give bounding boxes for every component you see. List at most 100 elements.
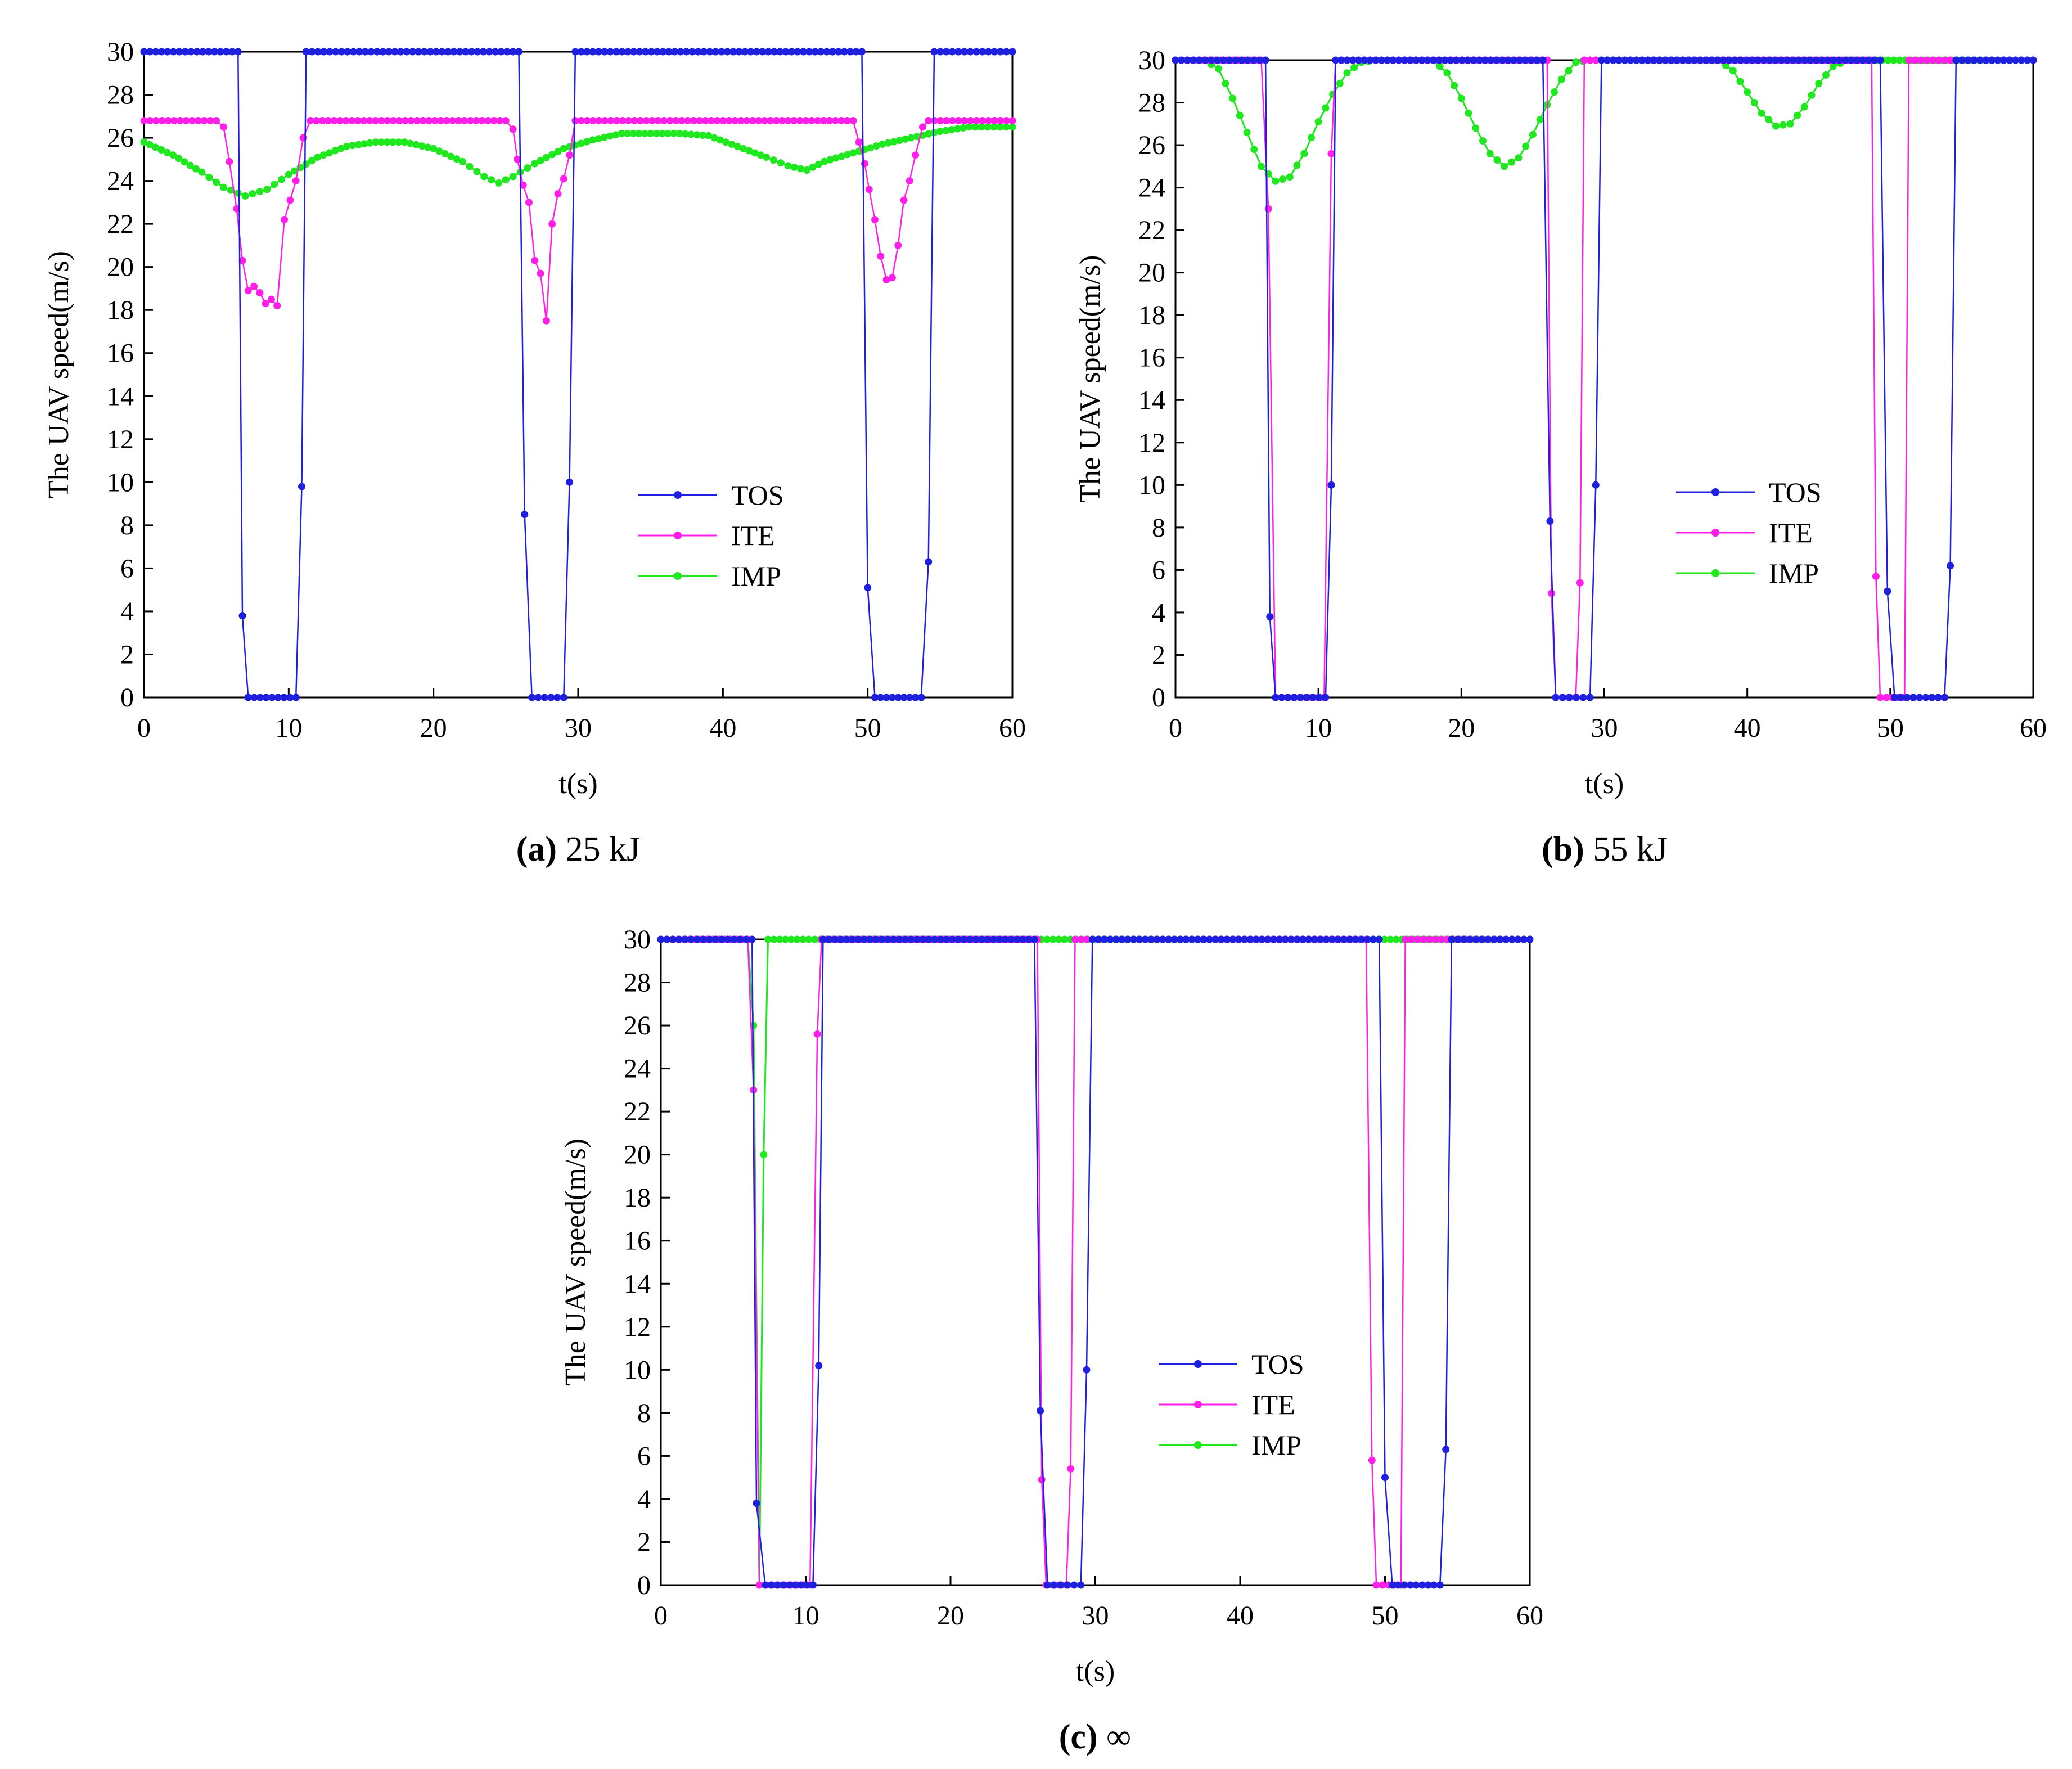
data-point <box>337 145 345 152</box>
data-point <box>1656 56 1664 64</box>
x-tick-label: 30 <box>565 713 592 743</box>
y-axis-label: The UAV speed(m/s) <box>43 251 75 498</box>
data-point <box>1911 56 1918 64</box>
data-point <box>1237 56 1245 64</box>
data-point <box>882 276 890 284</box>
data-point <box>948 126 956 133</box>
data-point <box>979 117 987 124</box>
data-point <box>1830 56 1837 64</box>
data-point <box>791 1581 799 1589</box>
data-point <box>630 48 638 56</box>
data-point <box>281 216 289 223</box>
data-point <box>217 48 224 56</box>
data-point <box>1332 56 1340 64</box>
data-point <box>206 117 214 124</box>
data-point <box>984 117 992 124</box>
data-point <box>805 935 813 943</box>
data-point <box>1864 56 1872 64</box>
data-point <box>706 935 713 943</box>
data-point <box>906 177 913 185</box>
data-point <box>1070 1581 1078 1589</box>
data-point <box>601 48 609 56</box>
data-point <box>718 48 726 56</box>
data-point <box>731 117 739 124</box>
data-point <box>566 151 574 159</box>
data-point <box>540 694 548 701</box>
data-point <box>990 48 998 56</box>
data-point <box>1340 935 1348 943</box>
y-tick-label: 12 <box>107 425 134 454</box>
data-point <box>1815 80 1823 87</box>
data-point <box>583 48 591 56</box>
x-tick-label: 10 <box>1305 713 1332 743</box>
data-point <box>1044 1581 1051 1589</box>
data-point <box>377 138 385 146</box>
data-point <box>458 157 466 165</box>
data-point <box>372 117 380 124</box>
data-point <box>1264 205 1272 213</box>
data-point <box>776 48 784 56</box>
data-point <box>1124 935 1132 943</box>
data-point <box>1057 1581 1065 1589</box>
data-point <box>1106 935 1114 943</box>
data-point <box>1176 935 1184 943</box>
data-point <box>826 156 834 164</box>
data-point <box>187 48 195 56</box>
series-tos <box>657 935 1534 1589</box>
legend-marker-ite <box>1711 529 1719 537</box>
legend-marker-imp <box>674 572 682 580</box>
data-point <box>349 48 357 56</box>
data-point <box>1311 935 1319 943</box>
data-point <box>589 117 597 124</box>
data-point <box>1262 56 1269 64</box>
data-point <box>1679 56 1687 64</box>
data-point <box>1586 694 1594 701</box>
series-line-ite <box>144 120 1012 321</box>
data-point <box>199 48 206 56</box>
data-point <box>785 1581 793 1589</box>
data-point <box>1448 935 1456 943</box>
data-point <box>1327 150 1335 157</box>
data-point <box>226 157 233 165</box>
data-point <box>490 117 498 124</box>
data-point <box>176 117 184 124</box>
x-tick-label: 40 <box>1227 1601 1254 1631</box>
series-line-imp <box>1175 59 2033 182</box>
data-point <box>663 935 671 943</box>
data-point <box>1317 935 1325 943</box>
data-point <box>1528 56 1535 64</box>
data-point <box>462 48 470 56</box>
data-point <box>326 48 334 56</box>
data-point <box>753 48 760 56</box>
y-tick-label: 0 <box>637 1570 651 1600</box>
data-point <box>456 48 463 56</box>
x-tick-label: 60 <box>2020 713 2047 743</box>
data-point <box>169 48 177 56</box>
legend-marker-tos <box>674 491 682 499</box>
y-tick-label: 24 <box>1138 173 1165 203</box>
data-point <box>1470 56 1478 64</box>
data-point <box>1219 56 1227 64</box>
data-point <box>1400 1581 1408 1589</box>
x-tick-label: 20 <box>937 1601 964 1631</box>
data-point <box>1002 117 1010 124</box>
data-point <box>1928 694 1936 701</box>
y-tick-label: 14 <box>107 381 134 411</box>
data-point <box>612 48 620 56</box>
data-point <box>1526 935 1534 943</box>
data-point <box>912 151 920 159</box>
data-point <box>865 186 873 193</box>
data-point <box>1592 56 1600 64</box>
data-point <box>805 48 813 56</box>
data-point <box>948 48 956 56</box>
data-point <box>361 48 369 56</box>
data-point <box>1343 69 1351 77</box>
data-point <box>385 48 393 56</box>
data-point <box>736 935 744 943</box>
data-point <box>793 935 801 943</box>
data-point <box>1299 935 1307 943</box>
data-point <box>790 163 798 171</box>
data-point <box>1284 694 1292 701</box>
data-point <box>1170 935 1178 943</box>
data-point <box>331 147 339 155</box>
